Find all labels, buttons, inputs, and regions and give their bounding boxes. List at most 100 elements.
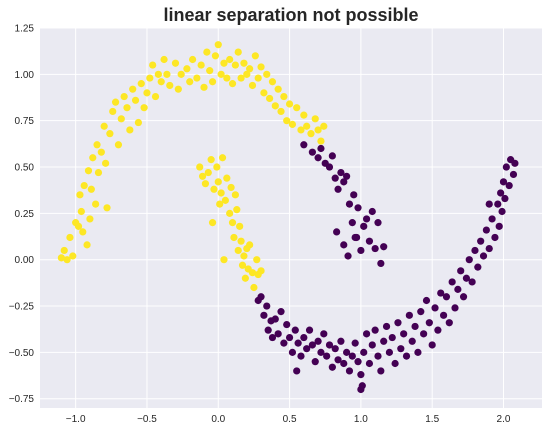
yellow-point: [248, 269, 257, 277]
purple-point: [402, 352, 411, 360]
yellow-point: [268, 78, 277, 86]
yellow-point: [201, 180, 210, 188]
purple-point: [362, 330, 371, 338]
purple-point: [380, 337, 388, 345]
purple-point: [305, 326, 314, 334]
purple-point: [293, 367, 301, 375]
yellow-point: [251, 52, 259, 60]
purple-point: [320, 330, 328, 338]
purple-point: [300, 141, 308, 149]
purple-point: [334, 356, 342, 364]
purple-point: [340, 359, 348, 368]
yellow-point: [237, 237, 245, 245]
purple-point: [499, 178, 508, 186]
purple-point: [328, 152, 336, 160]
yellow-point: [198, 172, 207, 180]
yellow-point: [234, 48, 242, 56]
purple-point: [360, 222, 368, 230]
purple-point: [474, 263, 482, 271]
yellow-point: [221, 196, 229, 204]
yellow-point: [188, 55, 197, 64]
purple-point: [425, 319, 433, 327]
purple-point: [405, 311, 413, 319]
purple-point: [448, 278, 456, 286]
purple-point: [337, 337, 345, 345]
purple-point: [345, 367, 354, 375]
x-tick-label: −0.5: [137, 414, 157, 425]
yellow-point: [207, 156, 215, 164]
purple-point: [391, 359, 399, 368]
purple-point: [374, 352, 382, 360]
yellow-point: [223, 174, 231, 182]
purple-point: [494, 200, 502, 208]
yellow-point: [300, 111, 308, 119]
yellow-point: [293, 104, 301, 112]
purple-point: [505, 181, 513, 190]
purple-point: [311, 358, 319, 366]
yellow-point: [206, 67, 214, 75]
purple-point: [365, 237, 374, 245]
yellow-point: [84, 167, 93, 175]
purple-point: [501, 194, 509, 203]
yellow-point: [226, 55, 234, 64]
yellow-point: [234, 246, 242, 255]
purple-point: [454, 285, 462, 293]
purple-point: [385, 348, 394, 356]
purple-point: [468, 278, 476, 286]
yellow-point: [109, 107, 117, 116]
yellow-point: [288, 120, 297, 128]
purple-point: [325, 163, 334, 171]
yellow-point: [86, 215, 94, 223]
purple-point: [348, 219, 356, 227]
yellow-point: [217, 189, 225, 197]
yellow-point: [257, 267, 265, 275]
purple-point: [477, 237, 485, 245]
purple-point: [331, 174, 339, 182]
yellow-point: [266, 94, 274, 103]
yellow-point: [183, 65, 191, 73]
purple-point: [414, 348, 422, 356]
yellow-point: [203, 48, 211, 56]
purple-point: [297, 352, 305, 360]
purple-point: [511, 159, 519, 167]
purple-point: [465, 256, 473, 264]
purple-point: [288, 348, 297, 356]
yellow-point: [280, 92, 288, 101]
yellow-point: [186, 78, 194, 86]
purple-point: [360, 348, 368, 356]
yellow-point: [233, 206, 241, 214]
y-tick-label: 1.00: [15, 70, 35, 81]
purple-point: [354, 358, 362, 366]
purple-point: [340, 178, 348, 186]
grid-lines: [40, 27, 542, 408]
yellow-point: [303, 122, 311, 130]
yellow-point: [253, 256, 261, 264]
purple-point: [439, 311, 448, 319]
purple-point: [422, 296, 431, 305]
yellow-point: [80, 181, 88, 190]
yellow-point: [137, 80, 145, 88]
yellow-point: [111, 98, 120, 106]
purple-point: [257, 293, 265, 301]
yellow-point: [102, 159, 110, 167]
purple-point: [358, 382, 366, 390]
purple-point: [382, 322, 391, 331]
yellow-point: [210, 185, 218, 193]
yellow-point: [151, 92, 160, 101]
yellow-point: [311, 115, 319, 123]
yellow-point: [246, 65, 254, 73]
yellow-point: [193, 74, 201, 82]
y-tick-label: 0.75: [15, 116, 35, 127]
purple-point: [420, 330, 428, 338]
yellow-point: [69, 252, 77, 260]
purple-point: [351, 233, 359, 242]
purple-point: [348, 352, 356, 360]
yellow-point: [157, 78, 165, 86]
purple-point: [509, 170, 518, 179]
purple-point: [351, 339, 359, 347]
yellow-point: [228, 219, 237, 227]
purple-point: [308, 341, 316, 349]
purple-point: [343, 172, 351, 180]
yellow-point: [197, 61, 205, 69]
